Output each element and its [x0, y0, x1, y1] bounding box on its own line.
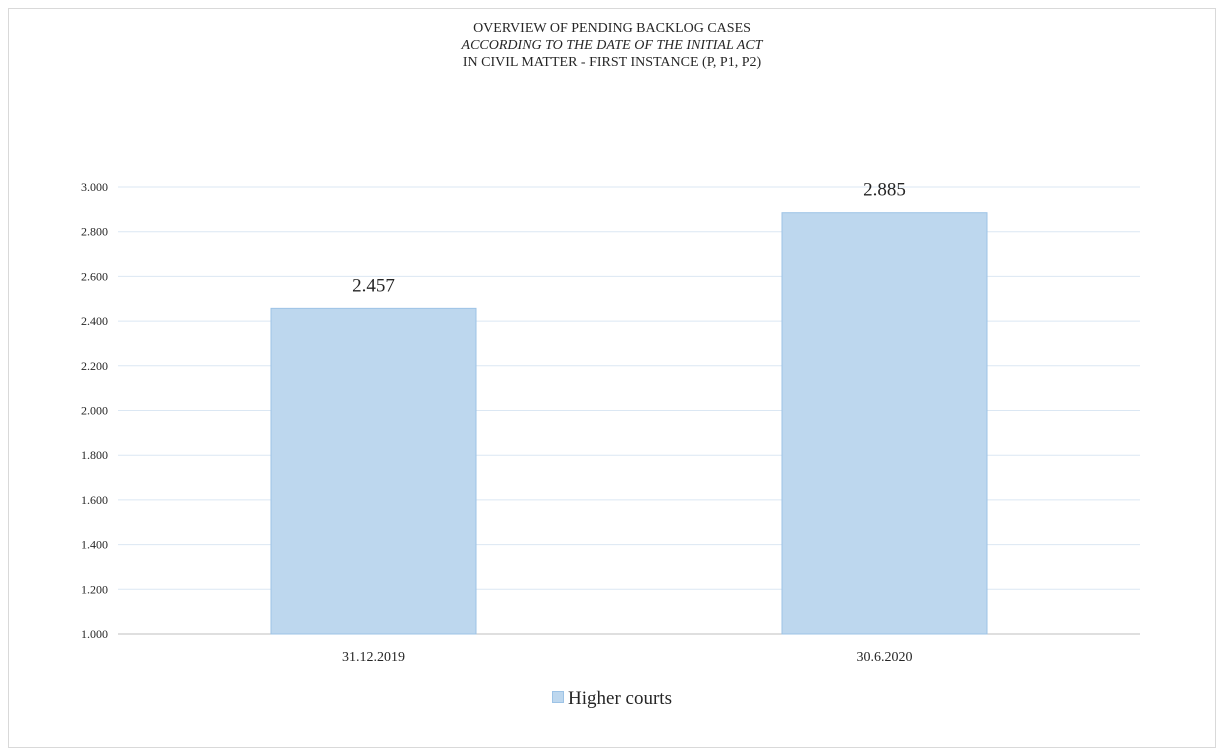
y-tick-label: 1.600 — [81, 493, 108, 507]
y-tick-label: 1.400 — [81, 538, 108, 552]
y-tick-label: 1.200 — [81, 582, 108, 596]
legend: Higher courts — [0, 688, 1224, 710]
y-tick-label: 2.200 — [81, 359, 108, 373]
bar — [781, 212, 988, 635]
y-tick-label: 1.800 — [81, 448, 108, 462]
data-label: 2.885 — [863, 180, 906, 201]
y-tick-label: 2.600 — [81, 269, 108, 283]
legend-label: Higher courts — [568, 688, 672, 709]
y-tick-label: 2.800 — [81, 225, 108, 239]
data-label: 2.457 — [352, 275, 395, 296]
title-line-2: ACCORDING TO THE DATE OF THE INITIAL ACT — [461, 38, 763, 53]
y-tick-label: 1.000 — [81, 627, 108, 641]
legend-swatch — [552, 691, 565, 703]
y-tick-label: 3.000 — [81, 180, 108, 194]
title-line-1: OVERVIEW OF PENDING BACKLOG CASES — [473, 21, 751, 36]
chart-title: OVERVIEW OF PENDING BACKLOG CASES ACCORD… — [0, 20, 1224, 71]
title-line-3: IN CIVIL MATTER - FIRST INSTANCE (P, P1,… — [462, 55, 762, 70]
y-tick-label: 2.400 — [81, 314, 108, 328]
bar — [270, 307, 477, 635]
y-tick-label: 2.000 — [81, 404, 108, 418]
chart-frame — [8, 8, 1216, 748]
x-tick-label: 30.6.2020 — [857, 650, 913, 665]
x-tick-label: 31.12.2019 — [342, 650, 405, 665]
